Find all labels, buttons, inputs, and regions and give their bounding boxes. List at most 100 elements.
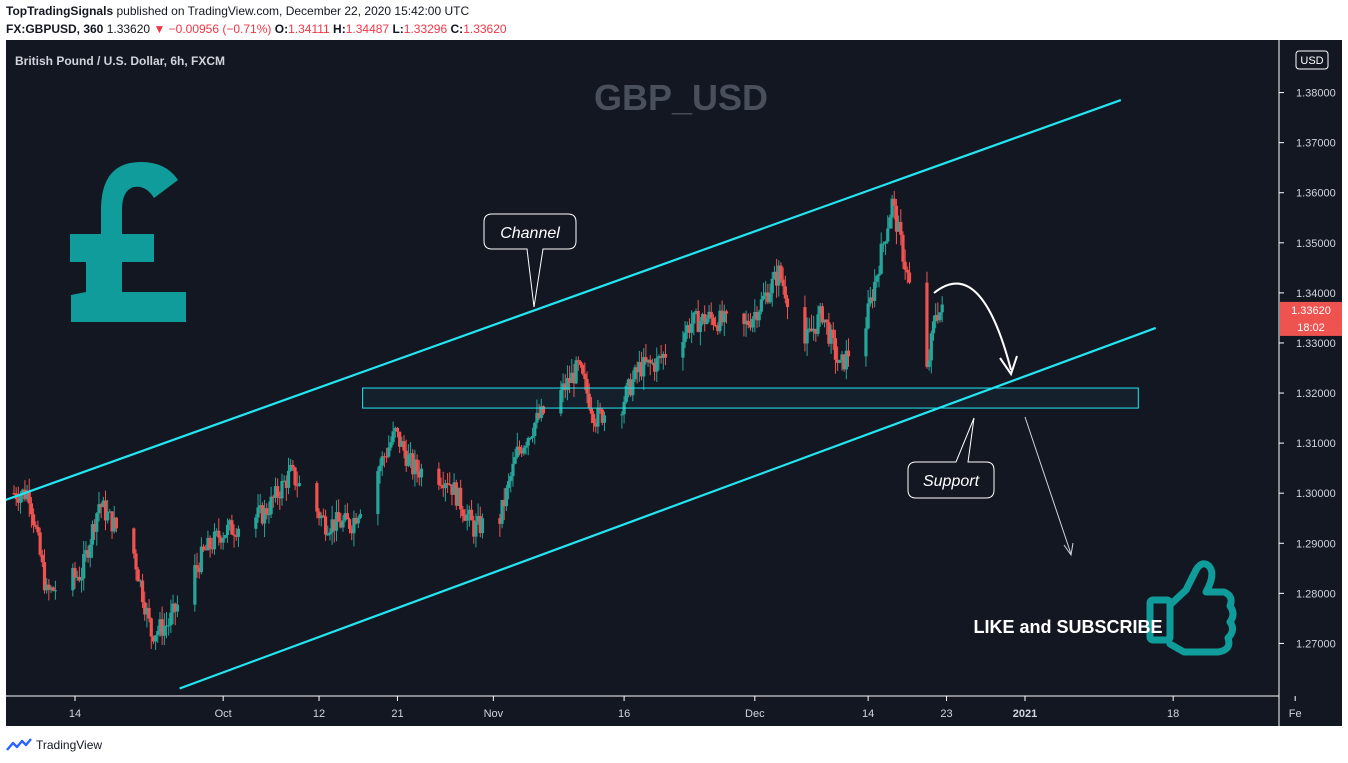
candle[interactable] [768,283,772,304]
candle[interactable] [53,580,57,600]
candle[interactable] [814,328,818,342]
candle[interactable] [341,515,345,532]
candle[interactable] [419,463,424,487]
tradingview-footer[interactable]: TradingView [6,736,102,754]
candle[interactable] [646,359,650,367]
candle[interactable] [500,499,504,529]
candle[interactable] [652,358,657,381]
candle[interactable] [705,314,709,325]
candle[interactable] [907,262,912,285]
candle[interactable] [106,499,110,524]
candle[interactable] [868,287,872,307]
candle[interactable] [827,312,831,347]
candle[interactable] [400,436,404,448]
candle[interactable] [197,562,201,579]
candle[interactable] [683,321,687,348]
candle[interactable] [570,359,574,383]
candle[interactable] [350,525,354,541]
candle[interactable] [79,567,84,593]
candle[interactable] [565,365,570,401]
candle[interactable] [47,579,51,601]
candle[interactable] [591,410,596,432]
candle[interactable] [448,472,452,486]
candle[interactable] [437,462,441,491]
candlestick-series[interactable] [12,190,944,650]
candle[interactable] [358,509,363,520]
candle[interactable] [478,506,482,538]
candle[interactable] [42,549,47,594]
candle[interactable] [156,625,160,643]
candle[interactable] [267,501,271,524]
candle[interactable] [724,309,729,324]
candle[interactable] [97,491,101,522]
candle[interactable] [328,528,332,541]
candle[interactable] [644,344,648,365]
candle[interactable] [21,488,25,503]
candle[interactable] [504,485,509,511]
candle[interactable] [136,567,140,582]
candle[interactable] [883,240,888,256]
candle[interactable] [624,382,628,404]
candle[interactable] [36,520,40,536]
candle[interactable] [463,509,467,522]
candle[interactable] [82,540,86,591]
candle[interactable] [709,302,713,326]
candle[interactable] [380,451,384,476]
candle[interactable] [718,304,722,334]
candle[interactable] [465,504,469,531]
candle[interactable] [276,478,280,505]
candle[interactable] [785,294,790,320]
candle[interactable] [713,316,718,328]
candle[interactable] [456,487,461,507]
candle[interactable] [215,528,219,537]
candle[interactable] [825,319,829,335]
candle[interactable] [761,282,766,301]
candle[interactable] [230,514,234,535]
candle[interactable] [637,350,641,382]
candle[interactable] [154,634,158,650]
candle[interactable] [265,503,269,520]
candle[interactable] [254,514,258,538]
candle[interactable] [280,473,284,506]
candle[interactable] [866,290,870,330]
candle[interactable] [759,292,763,315]
candle[interactable] [219,535,223,550]
candle[interactable] [905,266,909,284]
candle[interactable] [877,265,881,288]
candle[interactable] [766,283,770,305]
candle[interactable] [208,535,212,558]
candle[interactable] [27,478,31,517]
candle[interactable] [167,618,171,636]
candle[interactable] [764,280,768,305]
candle[interactable] [522,445,526,456]
channel-callout[interactable]: Channel [483,213,577,308]
candle[interactable] [356,515,360,529]
candle[interactable] [51,586,55,592]
candle[interactable] [751,316,755,333]
candle[interactable] [574,356,578,385]
candle[interactable] [888,214,892,229]
candle[interactable] [781,267,785,295]
candle[interactable] [520,445,524,458]
candle[interactable] [415,454,419,483]
candle[interactable] [903,249,907,280]
candle[interactable] [744,310,748,337]
candle[interactable] [88,539,92,568]
candle[interactable] [284,475,288,501]
candle[interactable] [777,260,781,297]
candle[interactable] [663,344,668,366]
candle[interactable] [753,299,757,333]
candle[interactable] [585,371,589,404]
candle[interactable] [629,373,633,397]
candle[interactable] [515,432,519,459]
candle[interactable] [502,488,506,520]
candle[interactable] [173,602,177,626]
candle[interactable] [206,530,210,551]
candle[interactable] [73,561,77,589]
candle[interactable] [934,303,938,329]
candle[interactable] [467,505,471,527]
candle[interactable] [659,344,663,364]
candle[interactable] [223,534,227,539]
candle[interactable] [93,519,97,541]
price-axis[interactable]: 1.38000 1.37000 1.36000 1.35000 1.34000 1.330… [1279,88,1336,651]
